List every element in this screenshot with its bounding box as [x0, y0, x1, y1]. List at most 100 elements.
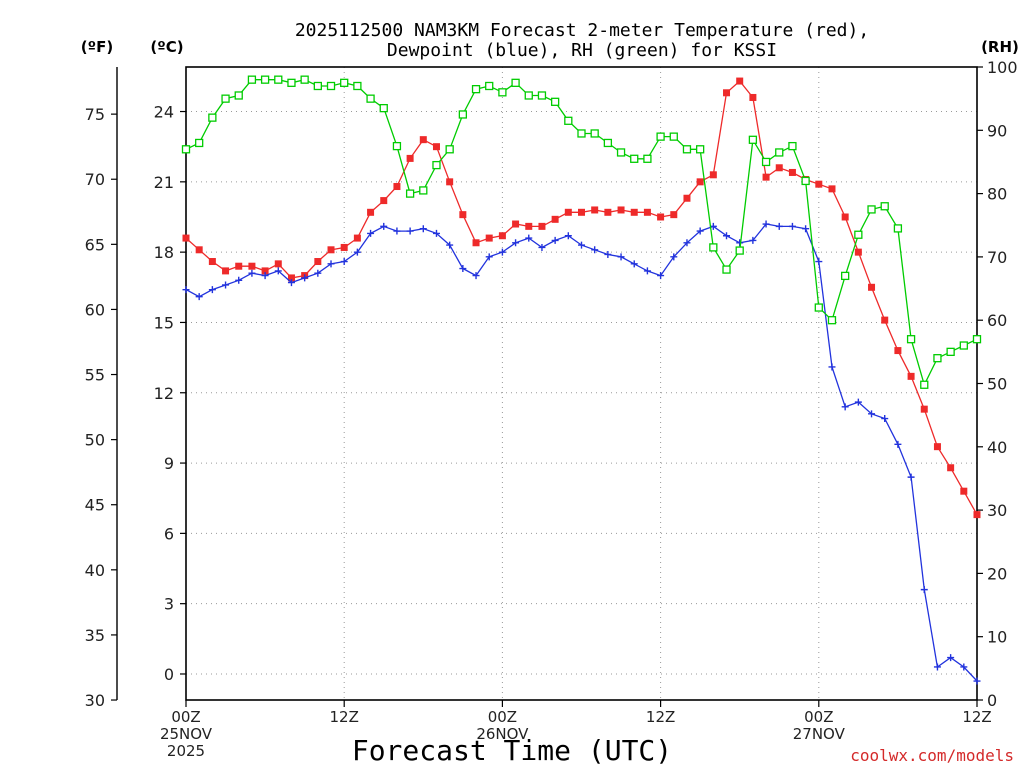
fahrenheit-tick-label: 65: [85, 235, 105, 254]
rh-axis-label: (RH): [981, 38, 1019, 56]
dewpoint-point: [670, 253, 678, 261]
x-tick-label: 00Z: [171, 708, 200, 726]
rh-point: [524, 91, 533, 100]
rh-tick-label: 70: [987, 248, 1007, 267]
dewpoint-point: [485, 253, 493, 261]
dewpoint-point: [512, 239, 520, 247]
dewpoint-point: [459, 265, 467, 273]
temperature-point: [815, 180, 823, 188]
temperature-point: [222, 267, 230, 275]
rh-tick-label: 10: [987, 628, 1007, 647]
temperature-point: [538, 222, 546, 230]
dewpoint-point: [367, 229, 375, 237]
dewpoint-point: [775, 222, 783, 230]
dewpoint-point: [973, 677, 981, 685]
x-tick-label: 26NOV: [476, 725, 529, 743]
temperature-point: [525, 222, 533, 230]
rh-tick-label: 30: [987, 501, 1007, 520]
temperature-point: [788, 168, 796, 176]
grid: [186, 67, 977, 700]
celsius-tick-label: 15: [154, 313, 174, 332]
temperature-point: [459, 211, 467, 219]
fahrenheit-tick-label: 70: [85, 170, 105, 189]
rh-point: [682, 145, 692, 154]
rh-point: [775, 148, 784, 157]
dewpoint-point: [208, 286, 216, 294]
credit-text[interactable]: coolwx.com/models: [850, 746, 1014, 765]
rh-point: [498, 88, 507, 97]
temperature-point: [709, 171, 717, 179]
temperature-point: [314, 258, 322, 266]
rh-point: [300, 75, 309, 84]
dewpoint-point: [749, 236, 757, 244]
dewpoint-point: [446, 241, 454, 249]
rh-point: [247, 75, 257, 84]
rh-point: [181, 145, 191, 154]
temperature-point: [432, 143, 440, 151]
x-tick-label: 12Z: [330, 708, 359, 726]
temperature-point: [472, 239, 480, 247]
celsius-tick-label: 0: [164, 665, 174, 684]
temperature-point: [643, 208, 651, 216]
chart-title-line-2: Dewpoint (blue), RH (green) for KSSI: [387, 40, 777, 61]
rh-point: [841, 271, 850, 281]
temperature-point: [393, 183, 401, 191]
temperature-point: [327, 246, 335, 254]
dewpoint-point: [907, 473, 915, 481]
rh-point: [709, 243, 718, 252]
dewpoint-point: [327, 260, 335, 268]
temperature-point: [591, 206, 599, 214]
dewpoint-point: [947, 654, 955, 662]
dewpoint-point: [525, 234, 533, 242]
rh-point: [208, 113, 217, 122]
temperature-point: [775, 164, 783, 172]
rh-point: [260, 75, 270, 84]
celsius-axis-label: (ºC): [150, 38, 183, 56]
rh-tick-label: 0: [987, 691, 997, 710]
dewpoint-point: [274, 267, 282, 275]
rh-point: [801, 176, 810, 186]
celsius-tick-label: 18: [154, 243, 174, 262]
temperature-point: [235, 262, 243, 270]
dewpoint-point: [314, 269, 322, 277]
temperature-point: [973, 511, 981, 519]
dewpoint-point: [182, 286, 190, 294]
x-tick-label: 00Z: [804, 708, 833, 726]
rh-point: [827, 316, 837, 325]
fahrenheit-tick-label: 55: [85, 366, 105, 385]
dewpoint-point: [591, 246, 599, 254]
dewpoint-point: [604, 250, 612, 258]
rh-point: [933, 354, 942, 363]
rh-point: [577, 129, 586, 138]
temperature-point: [367, 208, 375, 216]
dewpoint-point: [195, 293, 203, 301]
rh-point: [405, 189, 415, 198]
temperature-point: [881, 316, 889, 324]
temperature-point: [182, 234, 190, 242]
fahrenheit-tick-label: 50: [85, 431, 105, 450]
rh-point: [656, 132, 665, 141]
temperature-point: [670, 211, 678, 219]
rh-point: [920, 380, 929, 389]
rh-point: [761, 157, 771, 167]
rh-point: [603, 138, 613, 148]
temperature-point: [261, 267, 269, 275]
temperature-point: [630, 208, 638, 216]
dewpoint-point: [380, 222, 388, 230]
celsius-tick-label: 6: [164, 524, 174, 543]
temperature-point: [287, 274, 295, 282]
temperature-point: [749, 93, 757, 101]
rh-point: [313, 81, 322, 91]
temperature-point: [854, 248, 862, 256]
dewpoint-point: [828, 363, 836, 371]
rh-point: [564, 116, 573, 125]
rh-point: [287, 78, 296, 87]
temperature-point: [723, 89, 731, 97]
temperature-point: [274, 260, 282, 268]
rh-tick-label: 90: [987, 121, 1007, 140]
chart-title-line-1: 2025112500 NAM3KM Forecast 2-meter Tempe…: [295, 20, 869, 41]
dewpoint-point: [933, 663, 941, 671]
rh-point: [880, 202, 889, 211]
temperature-point: [248, 262, 256, 270]
fahrenheit-tick-label: 75: [85, 105, 105, 124]
